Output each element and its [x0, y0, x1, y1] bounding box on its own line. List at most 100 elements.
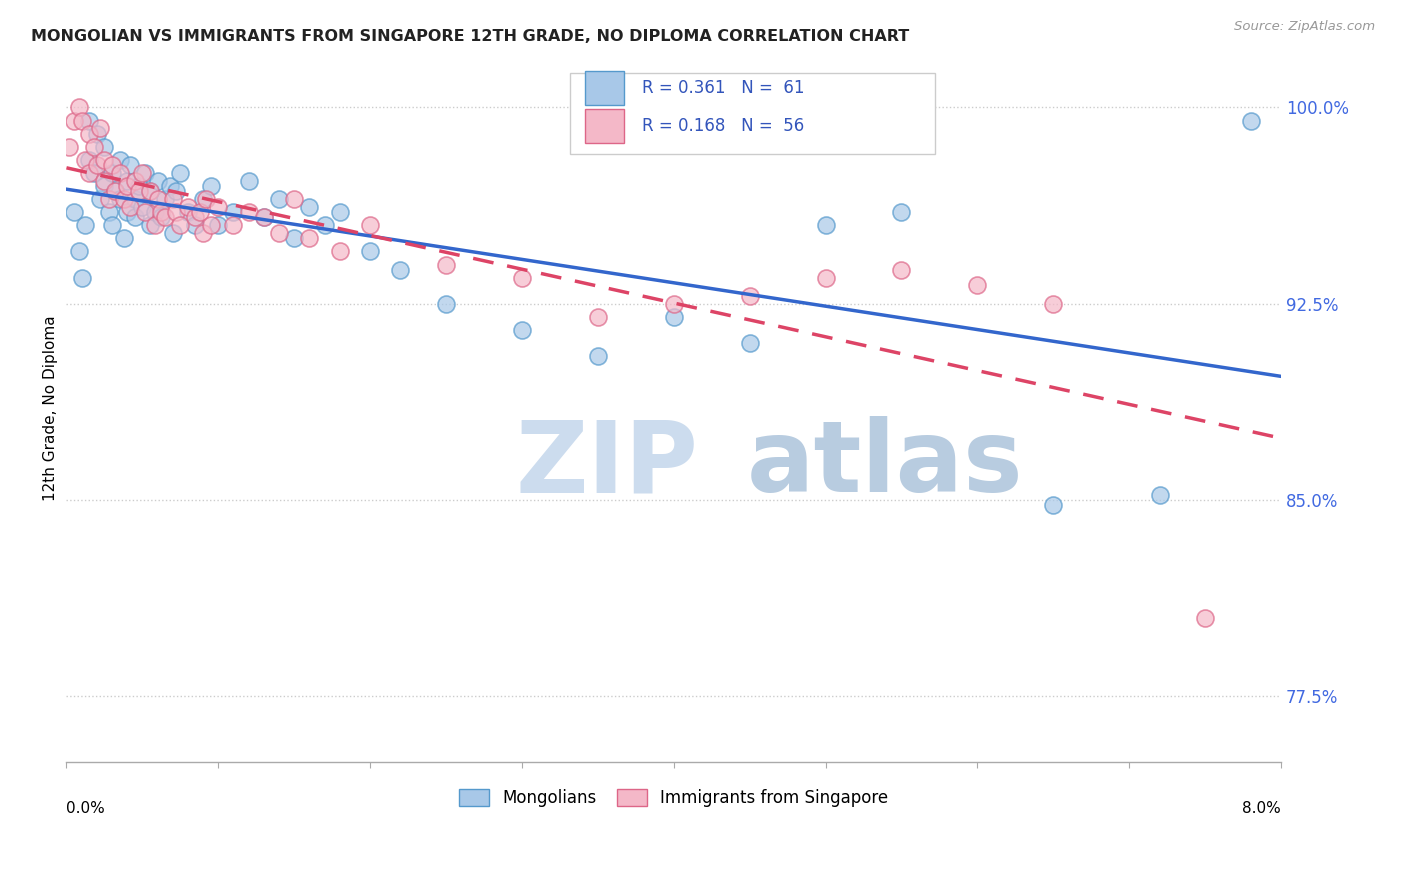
Point — [101, 158, 124, 172]
Text: ZIP: ZIP — [516, 417, 699, 514]
Point — [83, 140, 105, 154]
Point — [124, 192, 146, 206]
Point — [222, 219, 245, 233]
Point — [86, 127, 108, 141]
Point — [89, 121, 111, 136]
Point — [159, 179, 181, 194]
Point — [359, 244, 381, 259]
Point — [70, 270, 93, 285]
Point — [329, 244, 352, 259]
Point — [67, 244, 90, 259]
Point — [814, 270, 837, 285]
Point — [207, 200, 229, 214]
Point — [207, 219, 229, 233]
Point — [890, 262, 912, 277]
Point — [177, 200, 200, 214]
Point — [162, 226, 184, 240]
Point — [662, 310, 685, 324]
Point — [434, 258, 457, 272]
Point — [104, 184, 127, 198]
Text: Source: ZipAtlas.com: Source: ZipAtlas.com — [1234, 20, 1375, 33]
Point — [101, 219, 124, 233]
Point — [165, 184, 187, 198]
FancyBboxPatch shape — [585, 71, 624, 105]
Point — [510, 323, 533, 337]
Point — [93, 153, 115, 167]
Point — [662, 297, 685, 311]
Point — [162, 192, 184, 206]
Point — [146, 192, 169, 206]
Point — [191, 192, 214, 206]
Text: 8.0%: 8.0% — [1243, 801, 1281, 815]
Point — [143, 219, 166, 233]
Point — [329, 205, 352, 219]
Point — [283, 192, 305, 206]
Point — [165, 205, 187, 219]
Point — [131, 166, 153, 180]
Point — [153, 211, 176, 225]
Point — [359, 219, 381, 233]
Point — [188, 205, 211, 219]
Point — [112, 192, 135, 206]
Point — [77, 113, 100, 128]
Point — [63, 113, 86, 128]
Point — [128, 184, 150, 198]
Text: 0.0%: 0.0% — [66, 801, 105, 815]
Point — [298, 231, 321, 245]
Point — [1042, 498, 1064, 512]
Point — [238, 174, 260, 188]
Point — [70, 113, 93, 128]
Point — [283, 231, 305, 245]
Point — [73, 153, 96, 167]
Point — [115, 205, 138, 219]
Point — [1149, 488, 1171, 502]
Point — [112, 231, 135, 245]
Point — [149, 211, 172, 225]
Point — [153, 192, 176, 206]
Point — [124, 174, 146, 188]
Point — [108, 153, 131, 167]
Point — [93, 174, 115, 188]
Point — [738, 289, 761, 303]
Point — [184, 219, 207, 233]
Text: MONGOLIAN VS IMMIGRANTS FROM SINGAPORE 12TH GRADE, NO DIPLOMA CORRELATION CHART: MONGOLIAN VS IMMIGRANTS FROM SINGAPORE 1… — [31, 29, 910, 44]
Point — [1042, 297, 1064, 311]
Point — [510, 270, 533, 285]
Point — [222, 205, 245, 219]
Text: R = 0.361   N =  61: R = 0.361 N = 61 — [643, 79, 804, 97]
Point — [139, 184, 162, 198]
Point — [134, 205, 156, 219]
Point — [73, 219, 96, 233]
Point — [115, 179, 138, 194]
Y-axis label: 12th Grade, No Diploma: 12th Grade, No Diploma — [44, 316, 58, 501]
Point — [890, 205, 912, 219]
Point — [1194, 611, 1216, 625]
Point — [63, 205, 86, 219]
Point — [253, 211, 276, 225]
Point — [120, 158, 142, 172]
Point — [104, 184, 127, 198]
Point — [200, 179, 222, 194]
Point — [146, 174, 169, 188]
Point — [253, 211, 276, 225]
Point — [1239, 113, 1261, 128]
Point — [97, 192, 120, 206]
Point — [267, 226, 290, 240]
Point — [191, 226, 214, 240]
Point — [586, 310, 609, 324]
Point — [149, 205, 172, 219]
Point — [128, 179, 150, 194]
Point — [77, 166, 100, 180]
Point — [184, 211, 207, 225]
Point — [108, 192, 131, 206]
Point — [139, 184, 162, 198]
Point — [389, 262, 412, 277]
Point — [314, 219, 336, 233]
Point — [134, 166, 156, 180]
Point — [169, 219, 191, 233]
Point — [83, 166, 105, 180]
Text: atlas: atlas — [747, 417, 1024, 514]
Point — [115, 174, 138, 188]
Point — [966, 278, 988, 293]
Point — [814, 219, 837, 233]
